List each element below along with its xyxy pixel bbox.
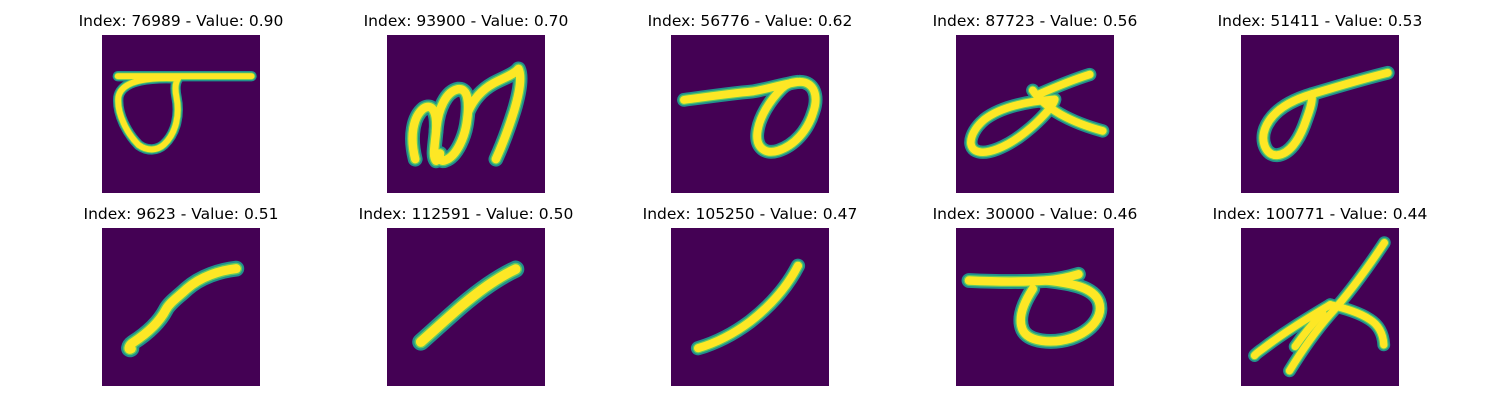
digit-stroke: [1250, 301, 1334, 360]
digit-stroke: [464, 64, 525, 164]
digit-stroke: [124, 264, 241, 354]
digit-stroke: [1307, 68, 1392, 99]
digit-stroke: [408, 102, 441, 166]
digit-image: [387, 35, 545, 193]
digit-105250: [671, 228, 829, 386]
panel-title: Index: 93900 - Value: 0.70: [363, 12, 569, 30]
digit-51411: [1241, 35, 1399, 193]
panel-title: Index: 56776 - Value: 0.62: [647, 12, 853, 30]
digit-image: [671, 35, 829, 193]
digit-56776: [671, 35, 829, 193]
digit-112591: [387, 228, 545, 386]
digit-stroke: [967, 95, 1059, 156]
panel-title: Index: 105250 - Value: 0.47: [642, 205, 858, 223]
digit-image: [956, 35, 1114, 193]
digit-image: [387, 228, 545, 386]
digit-stroke: [693, 261, 803, 353]
digit-stroke: [431, 84, 473, 165]
digit-stroke: [1291, 308, 1327, 351]
digit-stroke: [753, 77, 820, 156]
digit-93900: [387, 35, 545, 193]
panel-title: Index: 9623 - Value: 0.51: [83, 205, 279, 223]
panel-title: Index: 51411 - Value: 0.53: [1217, 12, 1423, 30]
digit-stroke: [1326, 301, 1388, 349]
digit-30000: [956, 228, 1114, 386]
digit-image: [671, 228, 829, 386]
digit-stroke: [115, 75, 182, 153]
digit-stroke: [1035, 70, 1094, 99]
digit-stroke: [1016, 276, 1105, 346]
digit-image: [1241, 228, 1399, 386]
panel-title: Index: 76989 - Value: 0.90: [78, 12, 284, 30]
digit-9623: [102, 228, 260, 386]
panel-title: Index: 112591 - Value: 0.50: [358, 205, 574, 223]
panel-title: Index: 30000 - Value: 0.46: [932, 205, 1138, 223]
panel-title: Index: 87723 - Value: 0.56: [932, 12, 1138, 30]
digit-stroke: [415, 264, 521, 347]
digit-stroke: [1285, 239, 1388, 375]
digit-87723: [956, 35, 1114, 193]
digit-image: [102, 35, 260, 193]
digit-76989: [102, 35, 260, 193]
digit-stroke: [1259, 90, 1316, 160]
digit-image: [956, 228, 1114, 386]
panel-title: Index: 100771 - Value: 0.44: [1212, 205, 1428, 223]
digit-image: [102, 228, 260, 386]
digit-100771: [1241, 228, 1399, 386]
digit-image: [1241, 35, 1399, 193]
